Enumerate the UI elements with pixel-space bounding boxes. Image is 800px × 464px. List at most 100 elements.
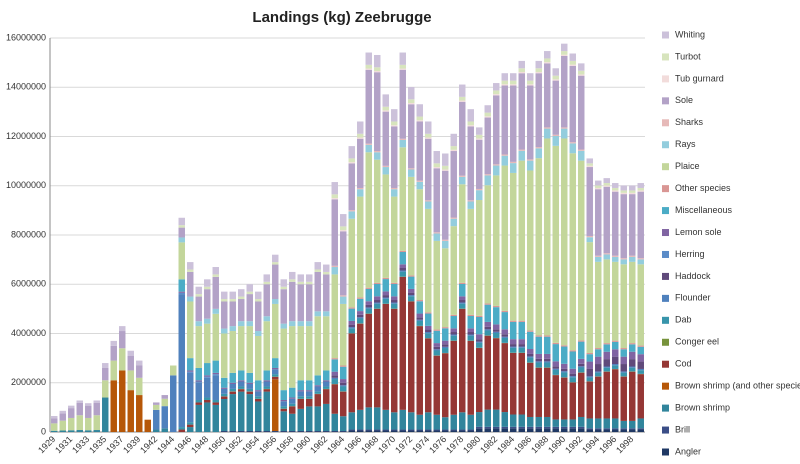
bar-segment [501,428,508,432]
bar-segment [535,60,542,69]
bar-segment [603,183,610,186]
bar-segment [297,326,304,381]
bar-segment [595,185,602,188]
bar-segment [629,428,636,430]
bar-segment [399,270,406,272]
bar-segment [442,327,449,329]
bar-segment [323,311,330,317]
bar-segment [527,160,534,171]
bar-segment [569,350,576,352]
bar-segment [76,430,83,432]
bar-segment [263,389,270,392]
bar-segment [229,299,236,302]
bar-segment [382,430,389,432]
bar-segment [323,403,330,432]
bar-segment [527,73,534,81]
bar-segment [408,168,415,170]
bar-segment [442,170,449,240]
bar-segment [68,430,75,432]
bar-segment [297,390,304,392]
bar-segment [382,167,389,175]
bar-segment [535,362,542,368]
bar-segment [204,402,211,432]
legend-label: Sharks [675,117,704,127]
bar-segment [331,199,338,266]
bar-segment [442,346,449,349]
bar-segment [450,146,457,150]
bar-segment [323,389,330,404]
bar-segment [578,358,585,364]
bar-segment [518,339,525,345]
bar-segment [348,412,355,430]
bar-segment [493,428,500,432]
bar-segment [382,94,389,107]
bar-segment [323,381,330,387]
bar-segment [221,301,228,329]
bar-segment [459,176,466,185]
bar-segment [425,412,432,430]
bar-segment [510,161,517,164]
bar-segment [331,371,338,376]
bar-segment [510,321,517,340]
bar-segment [416,121,423,181]
bar-segment [246,383,253,389]
bar-segment [289,279,296,282]
bar-segment [246,291,253,295]
bar-segment [620,264,627,349]
bar-segment [433,350,440,356]
bar-segment [612,365,619,369]
bar-segment [535,358,542,362]
bar-segment [484,116,491,118]
bar-segment [637,346,644,355]
y-tick-label: 12000000 [6,131,46,141]
bar-segment [212,360,219,373]
bar-segment [399,250,406,252]
bar-segment [357,317,364,319]
bar-segment [144,419,151,432]
bar-segment [297,281,304,285]
bar-segment [68,405,75,409]
bar-segment [314,386,321,392]
bar-segment [595,261,602,349]
bar-segment [323,380,330,382]
bar-segment [620,185,627,191]
bar-segment [204,397,211,400]
bar-segment [552,145,559,343]
bar-segment [110,360,117,381]
bar-segment [289,281,296,322]
bar-segment [586,361,593,369]
bar-segment [238,386,245,389]
bar-segment [391,412,398,430]
bar-segment [629,367,636,372]
bar-segment [629,192,636,195]
bar-segment [603,343,610,345]
y-tick-label: 16000000 [6,32,46,42]
bar-segment [374,70,381,73]
bar-segment [178,237,185,243]
bar-segment [255,335,262,381]
bar-segment [433,429,440,431]
bar-segment [195,402,202,405]
bar-segment [450,335,457,341]
bar-segment [136,395,143,432]
bar-segment [391,308,398,413]
bar-segment [289,397,296,399]
bar-segment [442,417,449,430]
bar-segment [238,299,245,322]
legend-label: Angler [675,446,701,456]
bar-segment [527,330,534,332]
bar-segment [391,284,398,297]
bar-segment [629,343,636,345]
bar-segment [331,384,338,414]
bar-segment [603,253,610,255]
bar-segment [323,316,330,371]
bar-segment [348,333,355,413]
bar-segment [408,288,415,293]
bar-segment [119,370,126,432]
bar-segment [450,149,457,152]
bar-segment [314,262,321,270]
bar-segment [527,357,534,363]
bar-segment [501,412,508,427]
bar-segment [374,282,381,285]
bar-segment [263,321,270,371]
